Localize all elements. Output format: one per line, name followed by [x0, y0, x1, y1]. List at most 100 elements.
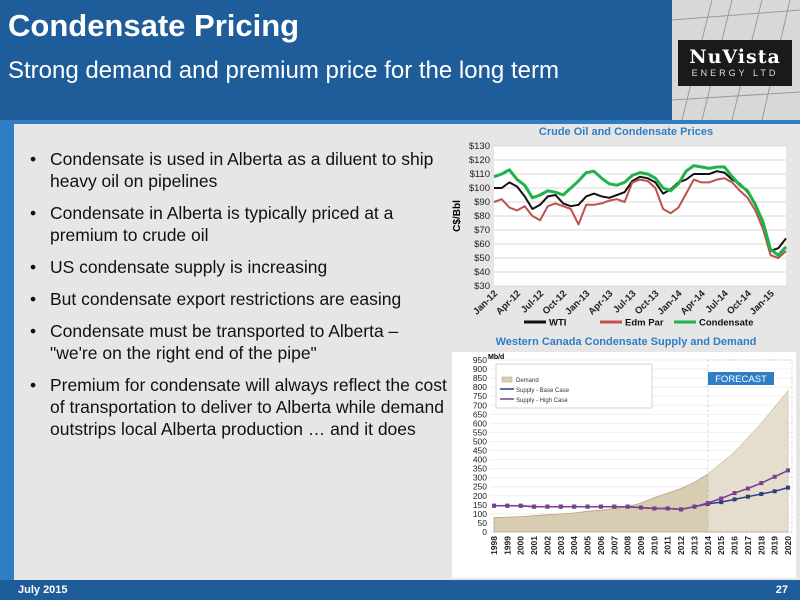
y-tick-label: 400 [473, 455, 487, 465]
y-tick-label: $130 [469, 141, 490, 152]
x-tick-label: 2004 [569, 536, 579, 555]
bullet-item: Condensate is used in Alberta as a dilue… [28, 148, 450, 192]
bullet-item: US condensate supply is increasing [28, 256, 450, 278]
series-line-edm-par [493, 177, 787, 259]
y-tick-label: 750 [473, 391, 487, 401]
y-tick-label: $50 [474, 253, 490, 264]
x-tick-label: 1999 [502, 536, 512, 555]
x-tick-label: 2019 [770, 536, 780, 555]
y-tick-label: $120 [469, 155, 490, 166]
supply-point [652, 506, 657, 511]
y-tick-label: 850 [473, 373, 487, 383]
y-tick-label: 500 [473, 436, 487, 446]
x-tick-label: Jan-12 [471, 288, 500, 317]
x-tick-label: 2007 [609, 536, 619, 555]
bullet-item: Condensate must be transported to Albert… [28, 320, 450, 364]
y-axis-label: C$/Bbl [452, 200, 463, 232]
price-chart-title: Crude Oil and Condensate Prices [538, 126, 714, 138]
x-tick-label: 2000 [516, 536, 526, 555]
x-tick-label: Jan-13 [563, 288, 592, 317]
y-tick-label: 50 [478, 518, 488, 528]
y-tick-label: $60 [474, 239, 490, 250]
y-tick-label: $40 [474, 267, 490, 278]
header: Condensate Pricing Strong demand and pre… [0, 0, 672, 120]
supply-point [772, 489, 777, 494]
legend-label: Supply - Base Case [516, 388, 570, 394]
supply-point [545, 504, 550, 509]
forecast-label-bg [708, 372, 774, 385]
y-tick-label: 700 [473, 400, 487, 410]
y-tick-label: 350 [473, 464, 487, 474]
bullet-list: Condensate is used in Alberta as a dilue… [28, 148, 450, 450]
x-tick-label: 2009 [636, 536, 646, 555]
supply-point [625, 504, 630, 509]
supply-point [732, 497, 737, 502]
x-tick-label: 2008 [623, 536, 633, 555]
footer: July 2015 27 [0, 580, 800, 600]
legend-label: Demand [516, 378, 539, 384]
y-tick-label: 900 [473, 364, 487, 374]
supply-point [692, 504, 697, 509]
side-bar [0, 124, 14, 580]
bullet-item: But condensate export restrictions are e… [28, 288, 450, 310]
supply-point [679, 507, 684, 512]
x-tick-label: 2005 [583, 536, 593, 555]
supply-point [505, 503, 510, 508]
price-chart: $30 $40 $50 $60 $70 $80 $90 $100 $110 $120 $130 C$/… [452, 141, 788, 329]
x-tick-label: Jan-15 [748, 288, 778, 318]
y-tick-label: $70 [474, 225, 490, 236]
x-tick-label: Apr-12 [494, 288, 523, 317]
supply-point [786, 468, 790, 473]
y-axis-label: Mb/d [488, 354, 504, 361]
y-tick-label: 600 [473, 418, 487, 428]
supply-point [719, 500, 724, 505]
x-tick-label: 2003 [556, 536, 566, 555]
y-tick-label: 550 [473, 427, 487, 437]
y-tick-label: 100 [473, 509, 487, 519]
supply-point [786, 485, 790, 490]
supply-point [772, 474, 777, 479]
legend-box [495, 363, 653, 409]
supply-point [719, 496, 724, 501]
series-line-condensate [493, 164, 788, 257]
logo-subtext: ENERGY LTD [691, 68, 779, 78]
y-tick-label: 0 [482, 527, 487, 537]
legend-label: Condensate [699, 318, 753, 329]
legend-swatch-demand [501, 376, 513, 383]
y-tick-label: $90 [474, 197, 490, 208]
supply-point [585, 504, 590, 509]
supply-point [518, 503, 523, 508]
y-tick-label: 650 [473, 409, 487, 419]
x-tick-label: 2010 [649, 536, 659, 555]
supply-point [759, 491, 764, 496]
supply-point [598, 504, 603, 509]
y-tick-label: 450 [473, 446, 487, 456]
x-tick-label: 2011 [663, 536, 673, 555]
supply-point [572, 504, 577, 509]
supply-point [665, 506, 670, 511]
y-tick-label: 300 [473, 473, 487, 483]
supply-chart-title: Western Canada Condensate Supply and Dem… [495, 336, 757, 348]
demand-area [493, 389, 789, 533]
footer-date: July 2015 [18, 584, 68, 596]
page-number: 27 [775, 584, 788, 596]
legend-label: Edm Par [625, 318, 664, 329]
supply-chart: 0501001502002503003504004505005506006507… [452, 352, 796, 578]
x-tick-label: 2012 [676, 536, 686, 555]
y-tick-label: 200 [473, 491, 487, 501]
x-tick-label: Apr-14 [679, 288, 709, 318]
forecast-label: FORECAST [715, 374, 767, 385]
y-tick-label: $100 [469, 183, 490, 194]
supply-point [745, 486, 750, 491]
supply-point [705, 501, 710, 506]
supply-point [639, 505, 643, 510]
company-logo: NuVista ENERGY LTD [678, 40, 792, 86]
x-tick-label: 2016 [730, 536, 740, 555]
forecast-region [707, 359, 793, 533]
x-tick-label: 2006 [596, 536, 606, 555]
legend-label: Supply - High Case [516, 398, 568, 404]
supply-point [558, 504, 563, 509]
page-title: Condensate Pricing [8, 8, 300, 43]
supply-point [759, 481, 764, 486]
x-tick-label: 2014 [703, 536, 713, 555]
